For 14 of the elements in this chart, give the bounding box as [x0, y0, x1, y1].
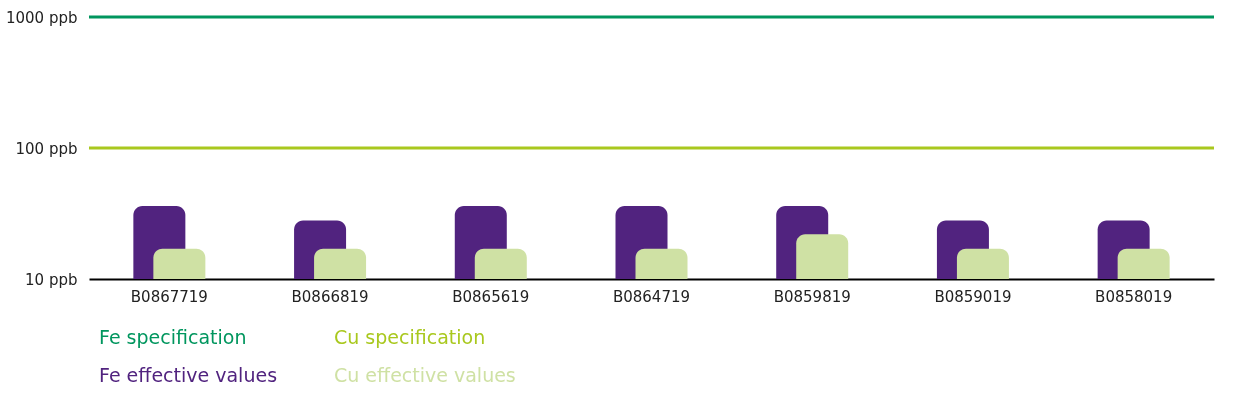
x-tick-label: B0859819	[773, 287, 851, 306]
x-tick-label: B0867719	[130, 287, 208, 306]
y-tick-label: 1000 ppb	[5, 8, 78, 27]
ref-line-label: Fe specification	[99, 326, 247, 348]
x-tick-label: B0866819	[291, 287, 369, 306]
x-tick-label: B0865619	[452, 287, 530, 306]
x-tick-label: B0859019	[934, 287, 1012, 306]
y-tick-label: 10 ppb	[25, 270, 78, 289]
ref-line-label: Cu specification	[334, 326, 486, 348]
text: Fe effective values	[99, 364, 278, 386]
x-tick-label: B0858019	[1095, 287, 1173, 306]
text: Cu effective values	[334, 364, 516, 386]
x-tick-label: B0864719	[612, 287, 691, 306]
y-tick-label: 100 ppb	[15, 139, 78, 158]
